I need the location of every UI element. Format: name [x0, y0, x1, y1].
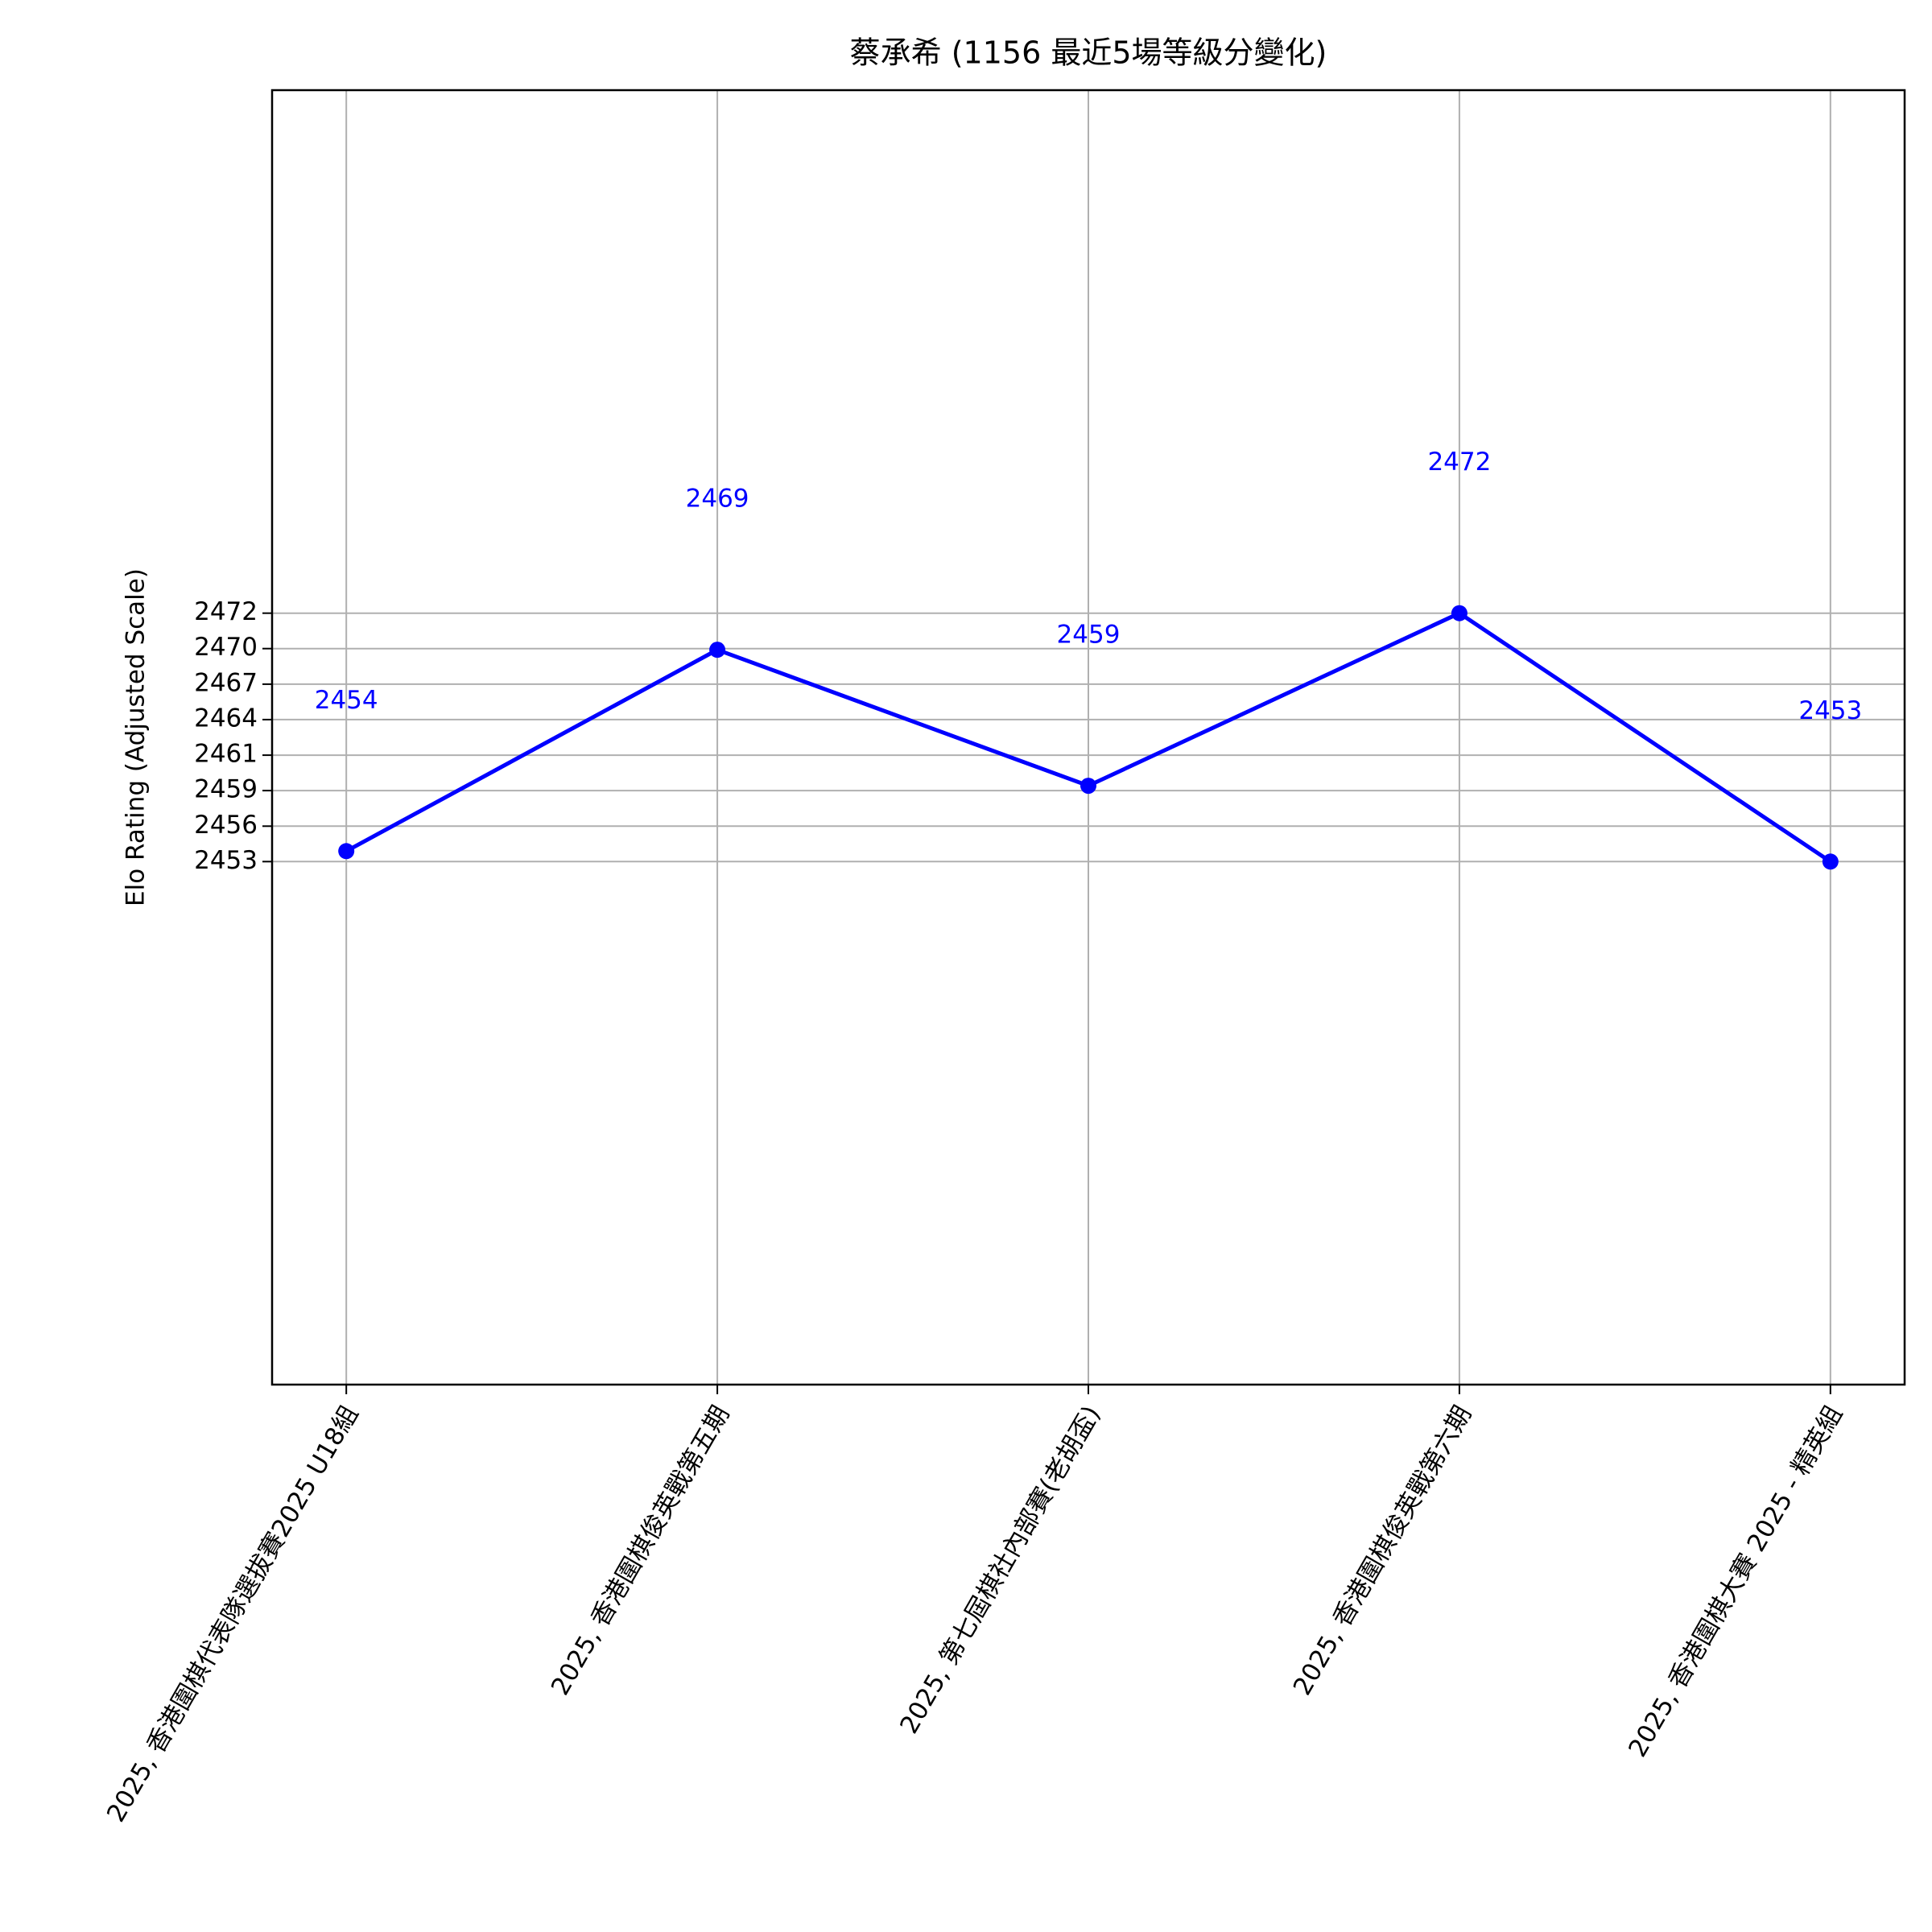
chart-title: 蔡承希 (1156 最近5場等級分變化)	[850, 35, 1327, 71]
point	[1080, 778, 1096, 795]
point	[709, 642, 726, 658]
value-label: 2454	[315, 686, 378, 715]
y-tick-label: 2453	[194, 846, 258, 875]
value-label: 2472	[1427, 448, 1491, 477]
y-tick-label: 2467	[194, 668, 258, 697]
y-tick-label: 2470	[194, 633, 258, 662]
y-tick-label: 2459	[194, 775, 258, 804]
value-label: 2469	[686, 485, 749, 514]
y-tick-label: 2464	[194, 704, 258, 733]
y-tick-label: 2472	[194, 597, 258, 626]
y-tick-label: 2456	[194, 811, 258, 840]
y-tick-label: 2461	[194, 740, 258, 769]
plot-frame	[270, 89, 1906, 1386]
point	[1451, 605, 1468, 621]
point	[1822, 853, 1839, 870]
point	[338, 843, 355, 860]
value-label: 2453	[1798, 696, 1862, 725]
y-axis-label: Elo Rating (Adjusted Scale)	[122, 568, 151, 906]
value-label: 2459	[1057, 621, 1121, 650]
